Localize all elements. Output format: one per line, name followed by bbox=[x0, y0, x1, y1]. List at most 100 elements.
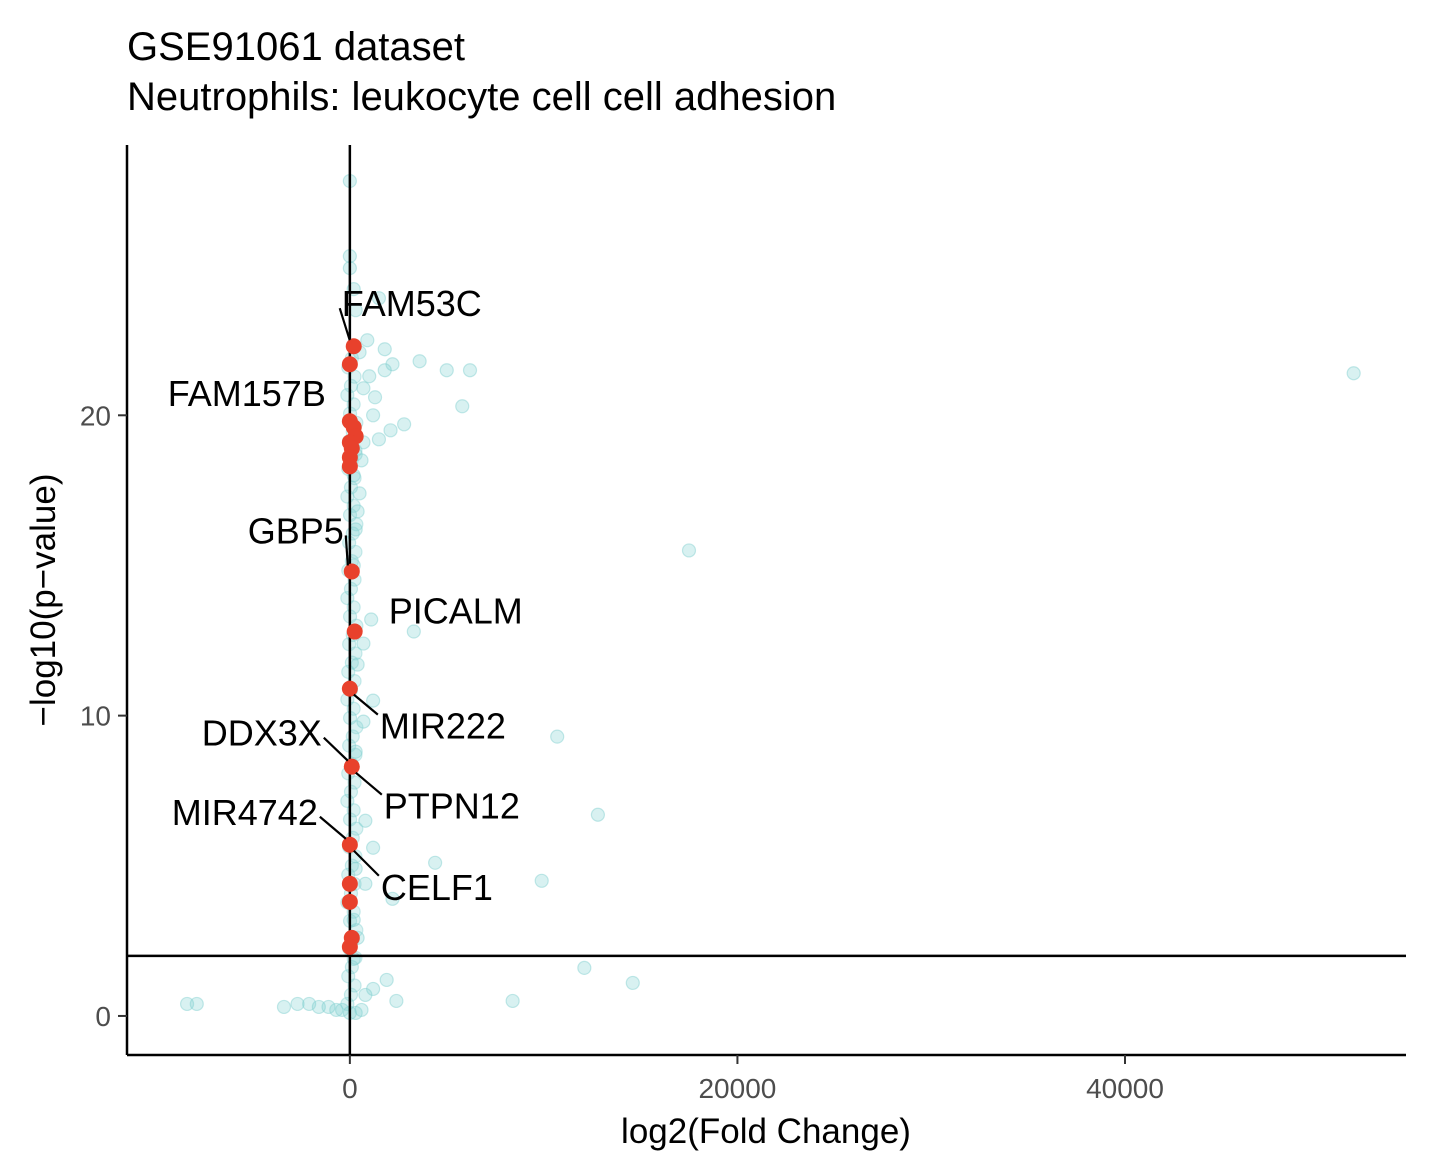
data-point bbox=[350, 504, 365, 519]
data-point bbox=[377, 363, 392, 378]
data-point bbox=[356, 636, 371, 651]
data-point bbox=[462, 363, 478, 378]
gene-label: CELF1 bbox=[381, 867, 493, 908]
data-point bbox=[366, 840, 381, 855]
gene-label: DDX3X bbox=[202, 713, 322, 754]
y-tick-label: 10 bbox=[80, 701, 111, 732]
data-point bbox=[356, 714, 371, 729]
data-point bbox=[354, 1002, 369, 1018]
data-point bbox=[358, 987, 373, 1003]
data-point bbox=[366, 408, 381, 423]
data-point bbox=[383, 423, 398, 438]
label-leader-line bbox=[319, 815, 347, 840]
data-point bbox=[389, 993, 404, 1009]
data-point bbox=[412, 354, 427, 369]
gene-label: MIR4742 bbox=[172, 792, 318, 833]
data-point bbox=[364, 612, 379, 627]
data-point bbox=[341, 969, 356, 984]
data-point bbox=[505, 993, 520, 1009]
data-point bbox=[360, 333, 375, 348]
data-point bbox=[321, 999, 336, 1015]
data-point bbox=[371, 291, 387, 306]
data-point bbox=[428, 855, 443, 870]
data-point bbox=[302, 996, 317, 1012]
data-point bbox=[385, 891, 400, 906]
data-point bbox=[311, 999, 326, 1015]
data-point bbox=[347, 978, 362, 993]
axes bbox=[125, 145, 1406, 1057]
data-point bbox=[347, 775, 362, 790]
highlighted-point bbox=[341, 356, 358, 373]
data-point bbox=[356, 381, 371, 396]
highlighted-point bbox=[341, 458, 358, 475]
chart-subtitle: Neutrophils: leukocyte cell cell adhesio… bbox=[127, 75, 837, 119]
data-point bbox=[290, 996, 305, 1012]
highlighted-point bbox=[341, 680, 358, 697]
gene-label: GBP5 bbox=[248, 510, 344, 551]
label-leader-line bbox=[355, 771, 383, 796]
data-point bbox=[397, 417, 412, 432]
gene-labels: FAM53C FAM157B GBP5 PICALM MIR222 DDX3X PTPN12… bbox=[168, 283, 523, 908]
highlighted-point bbox=[343, 563, 360, 580]
data-point bbox=[189, 996, 204, 1012]
reference-lines bbox=[127, 145, 1406, 1055]
highlighted-point bbox=[346, 623, 363, 640]
data-point bbox=[385, 357, 400, 372]
data-point bbox=[379, 972, 394, 988]
data-point bbox=[179, 996, 195, 1012]
data-point bbox=[350, 657, 365, 672]
x-tick-label: 40000 bbox=[1086, 1073, 1164, 1104]
highlighted-points bbox=[341, 338, 364, 955]
data-point bbox=[534, 873, 549, 888]
data-point bbox=[550, 729, 565, 744]
x-axis-label: log2(Fold Change) bbox=[621, 1112, 911, 1151]
label-leader-line bbox=[323, 736, 349, 762]
highlighted-point bbox=[343, 758, 360, 775]
data-point bbox=[590, 807, 606, 822]
data-point bbox=[352, 486, 367, 501]
chart-title-block: GSE91061 dataset Neutrophils: leukocyte … bbox=[127, 22, 836, 122]
data-point bbox=[681, 543, 697, 558]
label-leader-line bbox=[344, 535, 349, 566]
data-point bbox=[577, 960, 592, 976]
data-point bbox=[377, 342, 392, 357]
data-point bbox=[625, 975, 640, 991]
data-point bbox=[366, 981, 381, 997]
data-point bbox=[371, 432, 387, 447]
gene-label: MIR222 bbox=[380, 706, 506, 747]
y-axis-label: −log10(p−value) bbox=[24, 474, 63, 727]
data-point bbox=[439, 363, 454, 378]
data-point bbox=[366, 693, 381, 708]
highlighted-point bbox=[341, 875, 358, 892]
data-point bbox=[335, 1002, 350, 1018]
x-tick-label: 0 bbox=[342, 1073, 358, 1104]
label-leader-line bbox=[353, 693, 379, 716]
gene-label: FAM53C bbox=[342, 283, 482, 324]
highlighted-point bbox=[341, 836, 358, 853]
data-point bbox=[406, 624, 421, 639]
data-point bbox=[367, 390, 383, 405]
gene-label: PTPN12 bbox=[384, 786, 520, 827]
label-leader-line bbox=[338, 307, 351, 341]
x-tick-label: 20000 bbox=[698, 1073, 776, 1104]
highlighted-point bbox=[341, 893, 358, 910]
highlighted-point bbox=[341, 938, 358, 955]
axis-ticks: 0 20000 40000 0 10 20 bbox=[80, 400, 1164, 1104]
data-point bbox=[276, 999, 292, 1015]
y-tick-label: 20 bbox=[80, 400, 111, 431]
label-leader-lines bbox=[319, 307, 383, 877]
gene-label: FAM157B bbox=[168, 373, 326, 414]
data-point bbox=[362, 369, 377, 384]
data-point bbox=[455, 399, 470, 414]
data-point bbox=[329, 1002, 344, 1018]
data-point bbox=[341, 664, 356, 679]
data-point bbox=[1346, 366, 1361, 381]
highlighted-point bbox=[345, 338, 362, 355]
data-point bbox=[358, 876, 373, 891]
gene-label: PICALM bbox=[389, 591, 523, 632]
y-tick-label: 0 bbox=[95, 1001, 111, 1032]
data-point bbox=[358, 813, 373, 828]
chart-title: GSE91061 dataset bbox=[127, 25, 466, 69]
label-leader-line bbox=[353, 849, 380, 877]
